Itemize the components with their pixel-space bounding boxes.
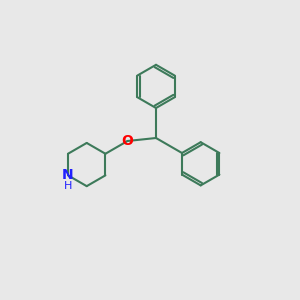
Text: O: O [122, 134, 134, 148]
Text: H: H [64, 181, 72, 191]
Text: N: N [62, 168, 74, 182]
